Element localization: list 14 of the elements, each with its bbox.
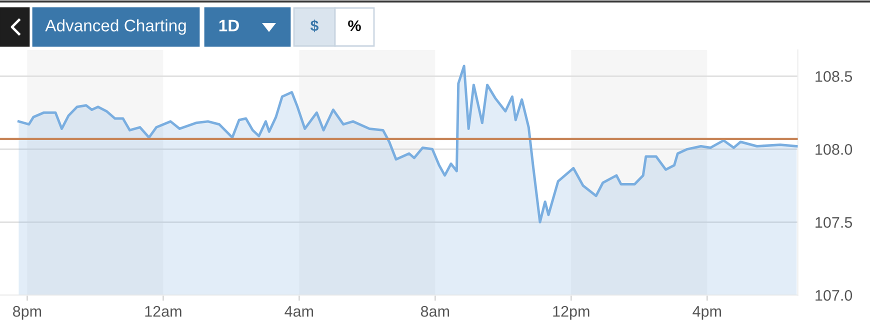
x-tick-label: 12am: [145, 306, 182, 317]
x-tick-label: 12pm: [553, 306, 590, 320]
y-tick-label: 108.0: [816, 144, 852, 155]
text: Advanced Charting: [45, 19, 186, 35]
y-tick-label: 107.0: [816, 290, 852, 301]
text: $: [310, 20, 319, 32]
y-tick-label: 108.5: [816, 71, 852, 82]
text: 1D: [219, 20, 239, 32]
x-tick-label: 4am: [284, 306, 314, 317]
x-tick-label: 8am: [420, 306, 450, 317]
text: %: [348, 20, 361, 32]
x-tick-label: 8pm: [13, 306, 42, 320]
x-tick-label: 4pm: [692, 306, 721, 320]
y-tick-label: 107.5: [816, 217, 852, 228]
